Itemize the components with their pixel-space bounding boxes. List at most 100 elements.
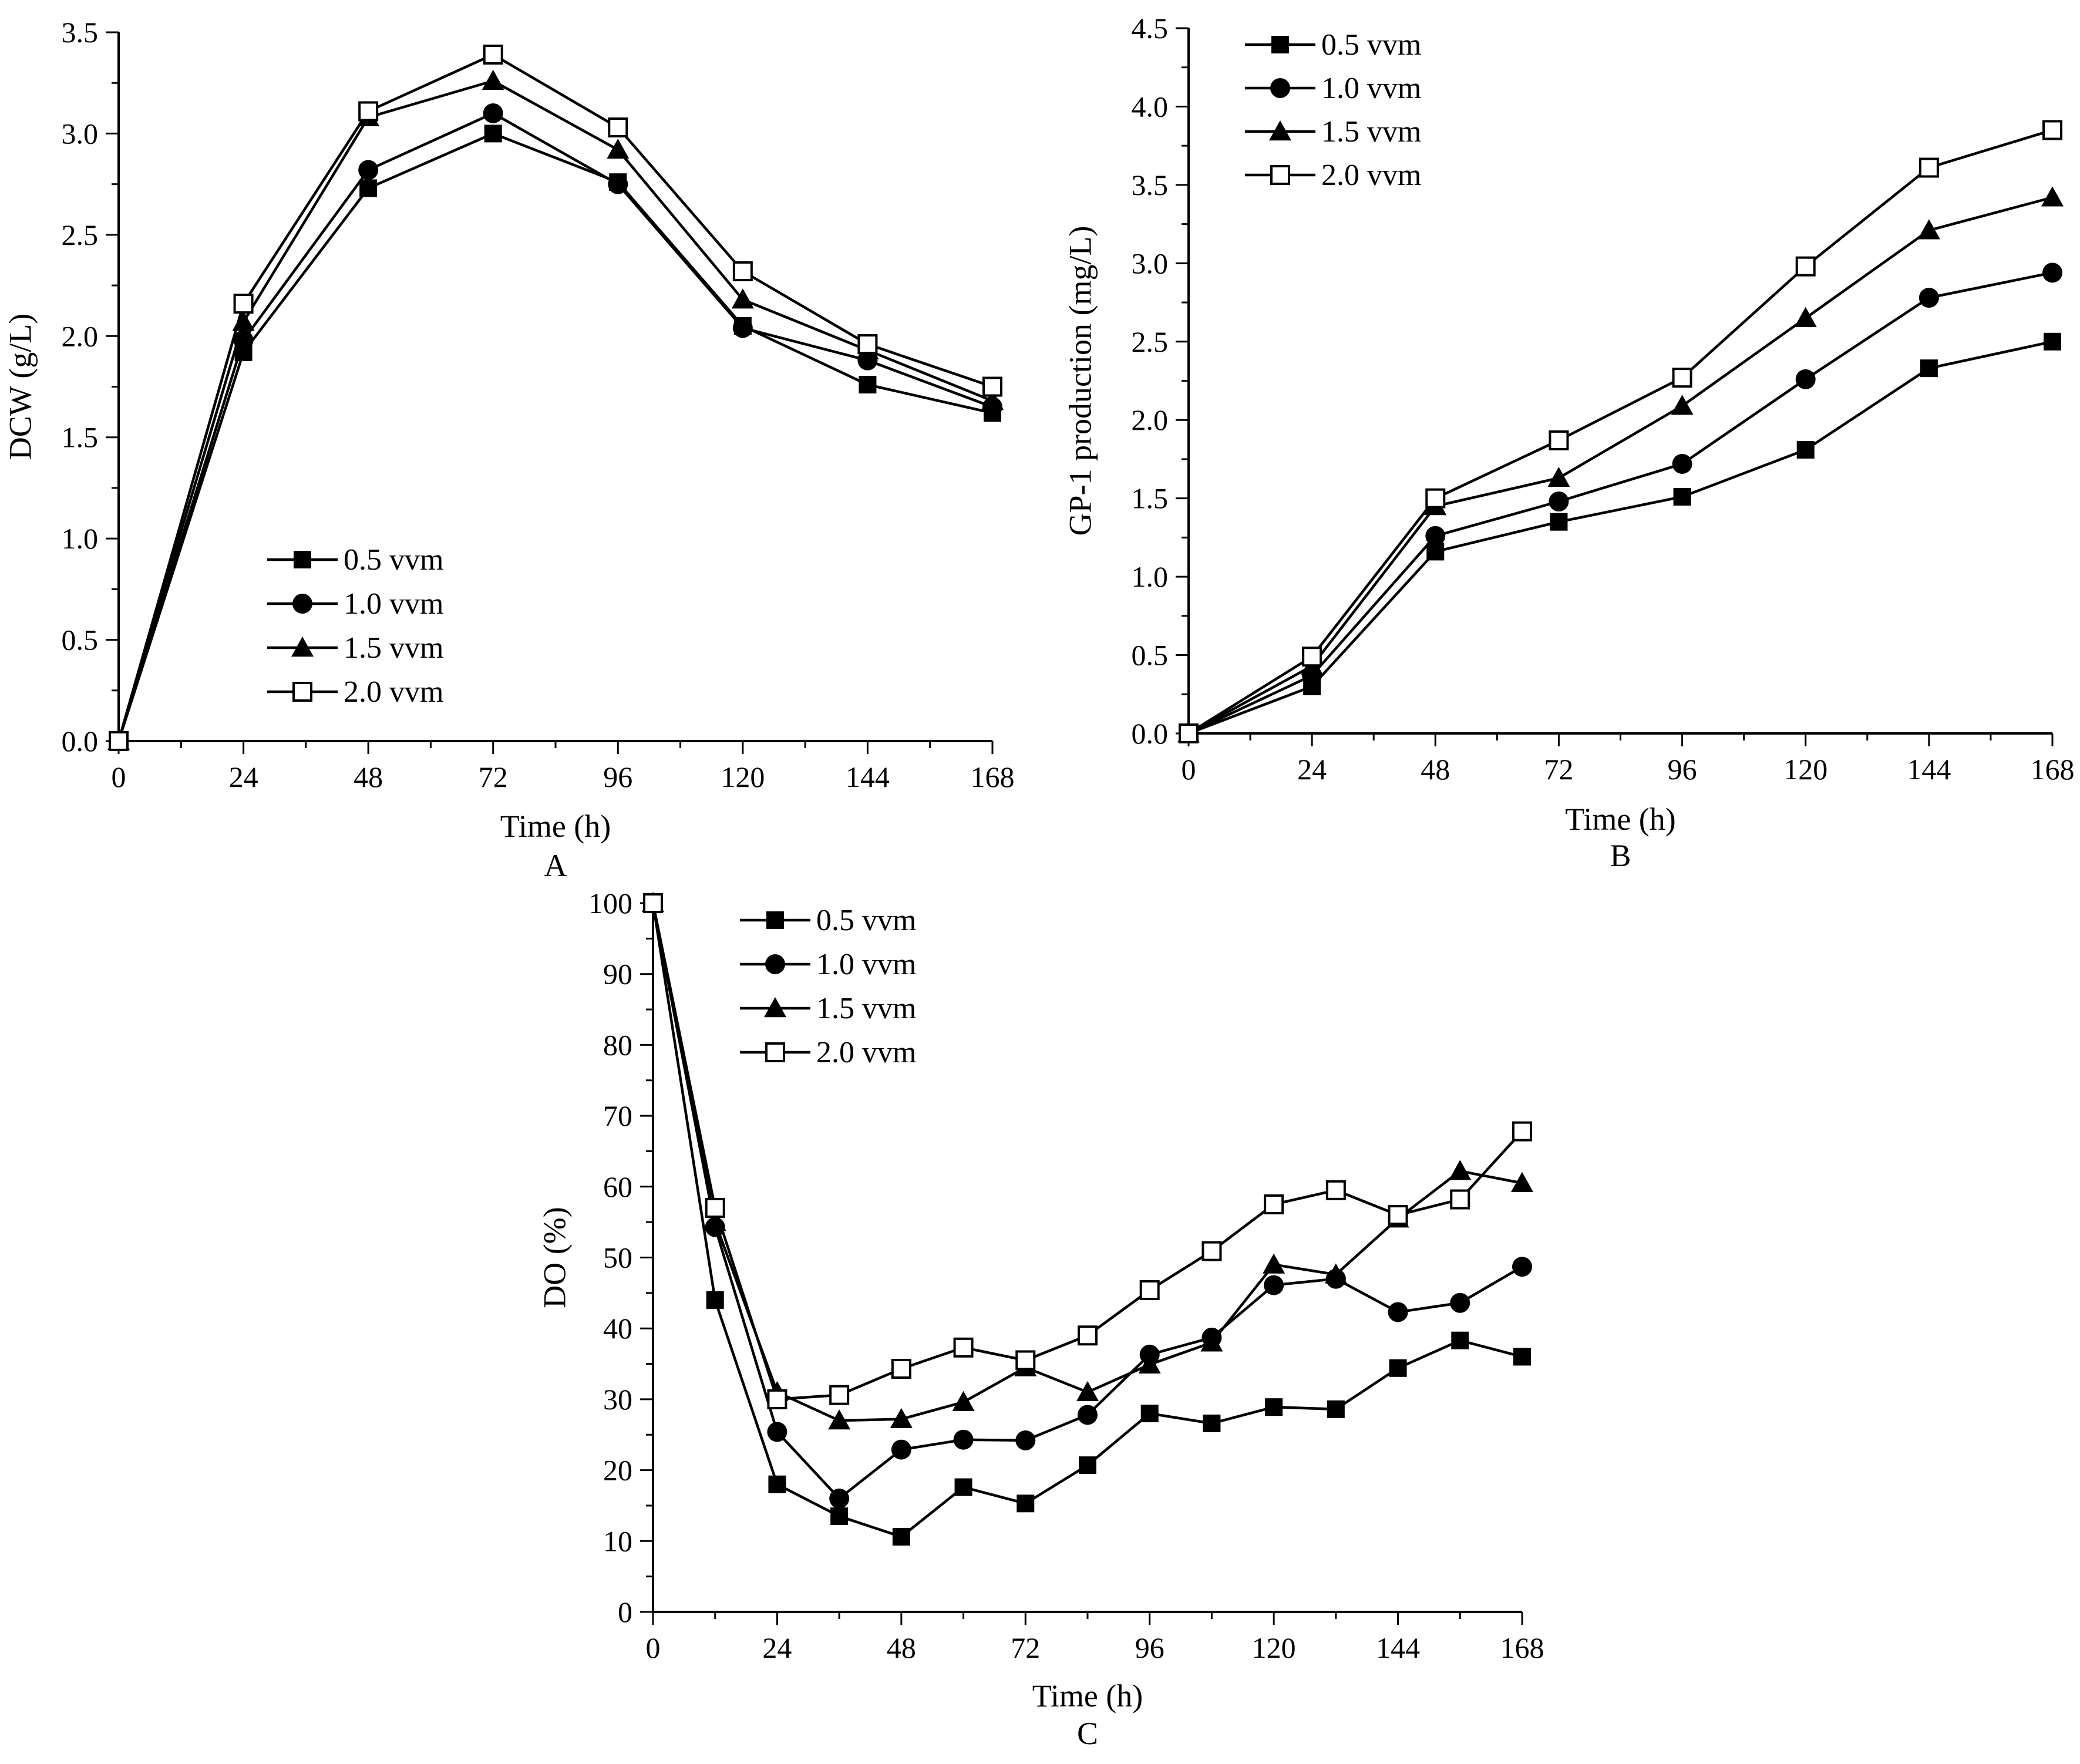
legend-marker-c-2: [764, 997, 786, 1018]
legend-label-b-1: 1.0 vvm: [1321, 72, 1421, 105]
legend-marker-b-1: [1270, 78, 1290, 98]
data-point-c-3: [767, 1389, 787, 1409]
y-tick-label-c: 50: [603, 1241, 632, 1274]
axes-b: [1187, 28, 2052, 735]
data-point-c-1: [953, 1429, 974, 1450]
data-point-b-3: [1179, 723, 1199, 743]
data-point-a-1: [358, 160, 379, 180]
data-point-c-0: [1079, 1456, 1096, 1475]
data-point-b-1: [1919, 288, 1939, 308]
x-tick-label-b: 72: [1544, 753, 1573, 786]
panel-letter-c: C: [1077, 1716, 1098, 1751]
y-tick-label-a: 2.5: [62, 218, 99, 251]
data-point-c-2: [952, 1391, 975, 1411]
x-tick-label-b: 24: [1297, 753, 1327, 786]
x-tick-label-c: 24: [762, 1631, 792, 1664]
series-line-b-2: [1187, 196, 2053, 735]
y-axis-label-c: DO (%): [537, 1207, 572, 1308]
legend-c: 0.5 vvm 1.0 vvm 1.5 vvm 2.0 vvm: [740, 904, 916, 1069]
series-line-a-3: [117, 53, 993, 742]
data-point-b-1: [1549, 492, 1569, 512]
data-point-a-3: [982, 376, 1002, 397]
y-tick-label-a: 3.0: [62, 117, 99, 150]
x-tick-label-b: 120: [1783, 753, 1827, 786]
x-axis-label-a: Time (h): [500, 809, 611, 844]
series-a-2: [107, 69, 1004, 750]
data-point-c-1: [891, 1439, 911, 1460]
y-tick-label-c: 100: [588, 887, 632, 920]
data-point-c-3: [1201, 1241, 1222, 1261]
x-axis-label-b: Time (h): [1565, 802, 1676, 837]
series-a-1: [109, 103, 1002, 751]
data-point-b-3: [2042, 120, 2062, 140]
series-a-3: [109, 44, 1002, 751]
data-point-a-2: [981, 389, 1004, 410]
data-point-c-3: [1015, 1350, 1036, 1371]
series-c-0: [644, 894, 1531, 1546]
data-point-c-2: [1511, 1171, 1533, 1192]
legend-marker-b-2: [1269, 120, 1291, 141]
x-tick-label-a: 168: [971, 760, 1015, 793]
data-point-c-0: [1017, 1494, 1035, 1513]
series-line-a-1: [117, 112, 993, 742]
y-axis-label-b: GP-1 production (mg/L): [1062, 226, 1098, 536]
y-tick-label-b: 4.5: [1132, 12, 1169, 45]
legend-a: 0.5 vvm 1.0 vvm 1.5 vvm 2.0 vvm: [267, 543, 443, 709]
data-point-a-3: [358, 101, 379, 122]
x-tick-label-b: 168: [2031, 753, 2075, 786]
data-point-b-0: [2044, 332, 2061, 351]
data-point-b-3: [1672, 368, 1692, 388]
y-tick-label-a: 1.0: [62, 522, 99, 555]
data-point-c-2: [1076, 1381, 1099, 1402]
y-tick-label-a: 2.0: [62, 319, 99, 352]
x-tick-label-b: 48: [1421, 753, 1450, 786]
data-point-a-3: [857, 334, 878, 355]
data-point-b-2: [1794, 307, 1817, 327]
data-point-c-2: [1263, 1253, 1285, 1274]
legend-label-c-0: 0.5 vvm: [816, 904, 916, 937]
data-point-c-1: [1512, 1257, 1532, 1277]
series-c-1: [643, 893, 1532, 1509]
data-point-b-3: [1549, 430, 1569, 450]
legend-marker-a-0: [294, 551, 311, 568]
data-point-c-2: [890, 1408, 913, 1428]
y-tick-label-b: 3.0: [1132, 247, 1169, 280]
data-point-c-3: [891, 1358, 911, 1379]
series-line-b-1: [1188, 271, 2053, 735]
data-point-c-0: [1140, 1405, 1159, 1423]
y-tick-label-b: 1.0: [1132, 560, 1169, 593]
chart-panel-b: 0 24 48 72 96 120 144 168 0.0 0.5 1.0 1.5 2.0 2.5 3.0 3…: [1062, 12, 2074, 873]
data-point-a-3: [483, 44, 503, 65]
x-tick-label-c: 72: [1011, 1631, 1040, 1664]
legend-label-b-2: 1.5 vvm: [1321, 115, 1421, 149]
y-tick-label-a: 3.5: [62, 16, 99, 49]
data-point-c-1: [1388, 1302, 1408, 1322]
data-point-b-0: [1796, 440, 1815, 459]
data-point-c-0: [1203, 1414, 1221, 1432]
y-axis-label-a: DCW (g/L): [2, 314, 38, 460]
y-tick-label-a: 0.5: [62, 624, 99, 657]
data-point-c-3: [1078, 1325, 1098, 1346]
data-point-b-1: [1425, 526, 1446, 546]
chart-panel-a: 0 24 48 72 96 120 144 168 0.0 0.5 1.0 1.5 2.0 2.5 3.0 3…: [2, 16, 1014, 883]
data-point-c-3: [1450, 1189, 1470, 1210]
data-point-a-0: [359, 179, 378, 197]
data-point-b-1: [1672, 453, 1692, 474]
data-point-c-1: [829, 1488, 850, 1509]
series-c-3: [643, 893, 1532, 1409]
series-b-3: [1179, 120, 2062, 743]
x-tick-label-b: 144: [1907, 753, 1951, 786]
y-tick-label-b: 2.5: [1132, 325, 1169, 358]
legend-marker-c-1: [765, 954, 785, 974]
series-line-a-2: [117, 79, 993, 742]
x-tick-label-a: 96: [603, 760, 632, 793]
data-point-c-3: [1264, 1194, 1284, 1214]
x-tick-label-a: 120: [721, 760, 765, 793]
data-point-b-2: [1671, 395, 1694, 415]
data-point-c-0: [1389, 1359, 1407, 1377]
legend-label-a-3: 2.0 vvm: [344, 675, 443, 709]
x-tick-label-a: 24: [229, 760, 258, 793]
legend-label-b-0: 0.5 vvm: [1321, 28, 1421, 62]
y-tick-label-a: 0.0: [62, 725, 99, 758]
